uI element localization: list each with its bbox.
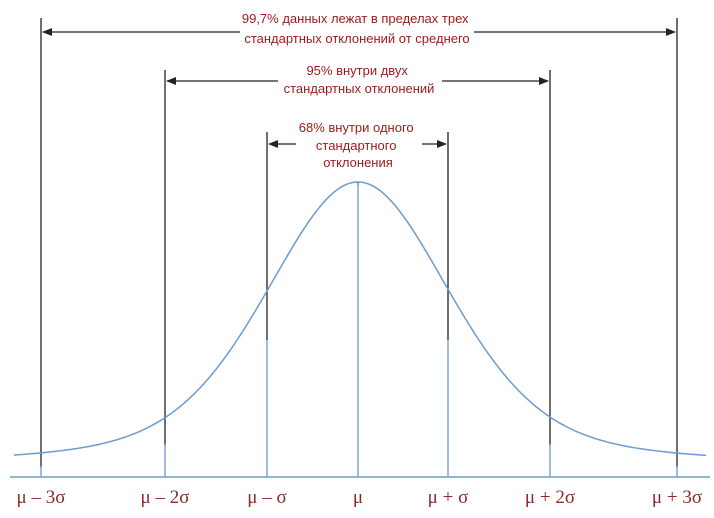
annotation-one-sigma-line-3: отклонения — [323, 155, 393, 170]
annotation-one-sigma: 68% внутри одного стандартного отклонени… — [299, 120, 418, 170]
annotation-three-sigma: 99,7% данных лежат в пределах трех станд… — [242, 11, 472, 46]
annotation-two-sigma-line-2: стандартных отклонений — [284, 81, 435, 96]
tick-label-plus-2-sigma: μ + 2σ — [525, 487, 575, 508]
annotation-two-sigma: 95% внутри двух стандартных отклонений — [284, 63, 435, 96]
tick-label-minus-3-sigma: μ – 3σ — [17, 487, 66, 508]
annotation-three-sigma-line-1: 99,7% данных лежат в пределах трех — [242, 11, 469, 26]
tick-labels: μ – 3σ μ – 2σ μ – σ μ μ + σ μ + 2σ μ + 3… — [17, 487, 703, 508]
curve-guides — [40, 182, 678, 477]
annotation-three-sigma-line-2: стандартных отклонений от среднего — [244, 31, 469, 46]
annotation-bg-one-sigma — [296, 118, 422, 174]
tick-label-plus-3-sigma: μ + 3σ — [652, 487, 702, 508]
annotation-two-sigma-line-1: 95% внутри двух — [306, 63, 408, 78]
tick-label-mean: μ — [353, 487, 363, 508]
annotation-one-sigma-line-2: стандартного — [316, 138, 397, 153]
annotation-bg-two-sigma — [278, 62, 442, 100]
annotation-one-sigma-line-1: 68% внутри одного — [299, 120, 414, 135]
annotation-bg-three-sigma — [240, 8, 474, 50]
bell-curve — [13, 181, 707, 457]
tick-label-minus-2-sigma: μ – 2σ — [141, 487, 190, 508]
tick-label-plus-1-sigma: μ + σ — [428, 487, 469, 508]
tick-label-minus-1-sigma: μ – σ — [247, 487, 286, 508]
sigma-boundary-lines — [40, 18, 678, 468]
